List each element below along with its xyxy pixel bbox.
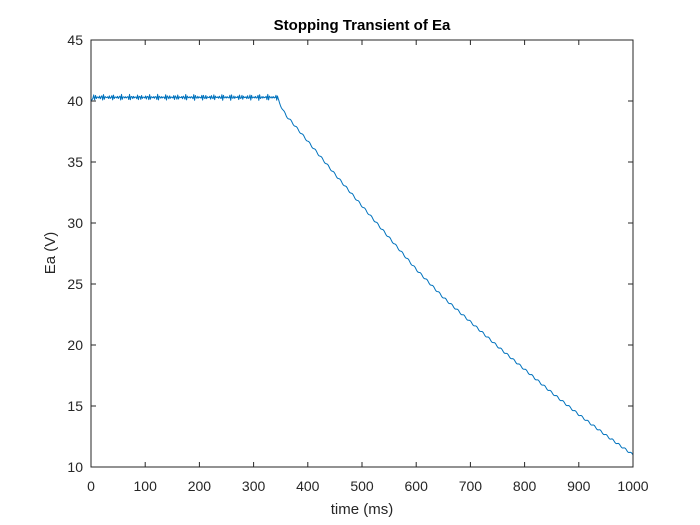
y-tick-label: 15	[67, 398, 83, 414]
y-tick-label: 45	[67, 32, 83, 48]
series-line	[90, 93, 634, 456]
x-tick-label: 500	[350, 478, 374, 494]
plot-background	[91, 40, 633, 467]
y-tick-label: 30	[67, 215, 83, 231]
x-tick-label: 800	[513, 478, 537, 494]
x-tick-label: 700	[459, 478, 483, 494]
x-tick-label: 900	[567, 478, 591, 494]
y-tick-label: 40	[67, 93, 83, 109]
y-axis-label: Ea (V)	[42, 232, 59, 275]
y-axis-ticks: 10 15 20 25 30 35 40 45	[67, 32, 633, 475]
series-group	[90, 93, 634, 456]
x-tick-label: 300	[242, 478, 266, 494]
y-tick-label: 20	[67, 337, 83, 353]
y-tick-label: 35	[67, 154, 83, 170]
y-tick-label: 25	[67, 276, 83, 292]
x-axis-ticks: 0 100 200 300 400 500 600 700 800 900 1000	[87, 40, 649, 494]
x-tick-label: 100	[134, 478, 158, 494]
x-tick-label: 600	[405, 478, 429, 494]
x-tick-label: 0	[87, 478, 95, 494]
chart-title: Stopping Transient of Ea	[274, 17, 451, 34]
x-axis-label: time (ms)	[331, 501, 394, 518]
x-tick-label: 1000	[617, 478, 648, 494]
plot-area-frame	[90, 39, 634, 468]
y-tick-label: 10	[67, 459, 83, 475]
x-tick-label: 400	[296, 478, 320, 494]
x-tick-label: 200	[188, 478, 212, 494]
